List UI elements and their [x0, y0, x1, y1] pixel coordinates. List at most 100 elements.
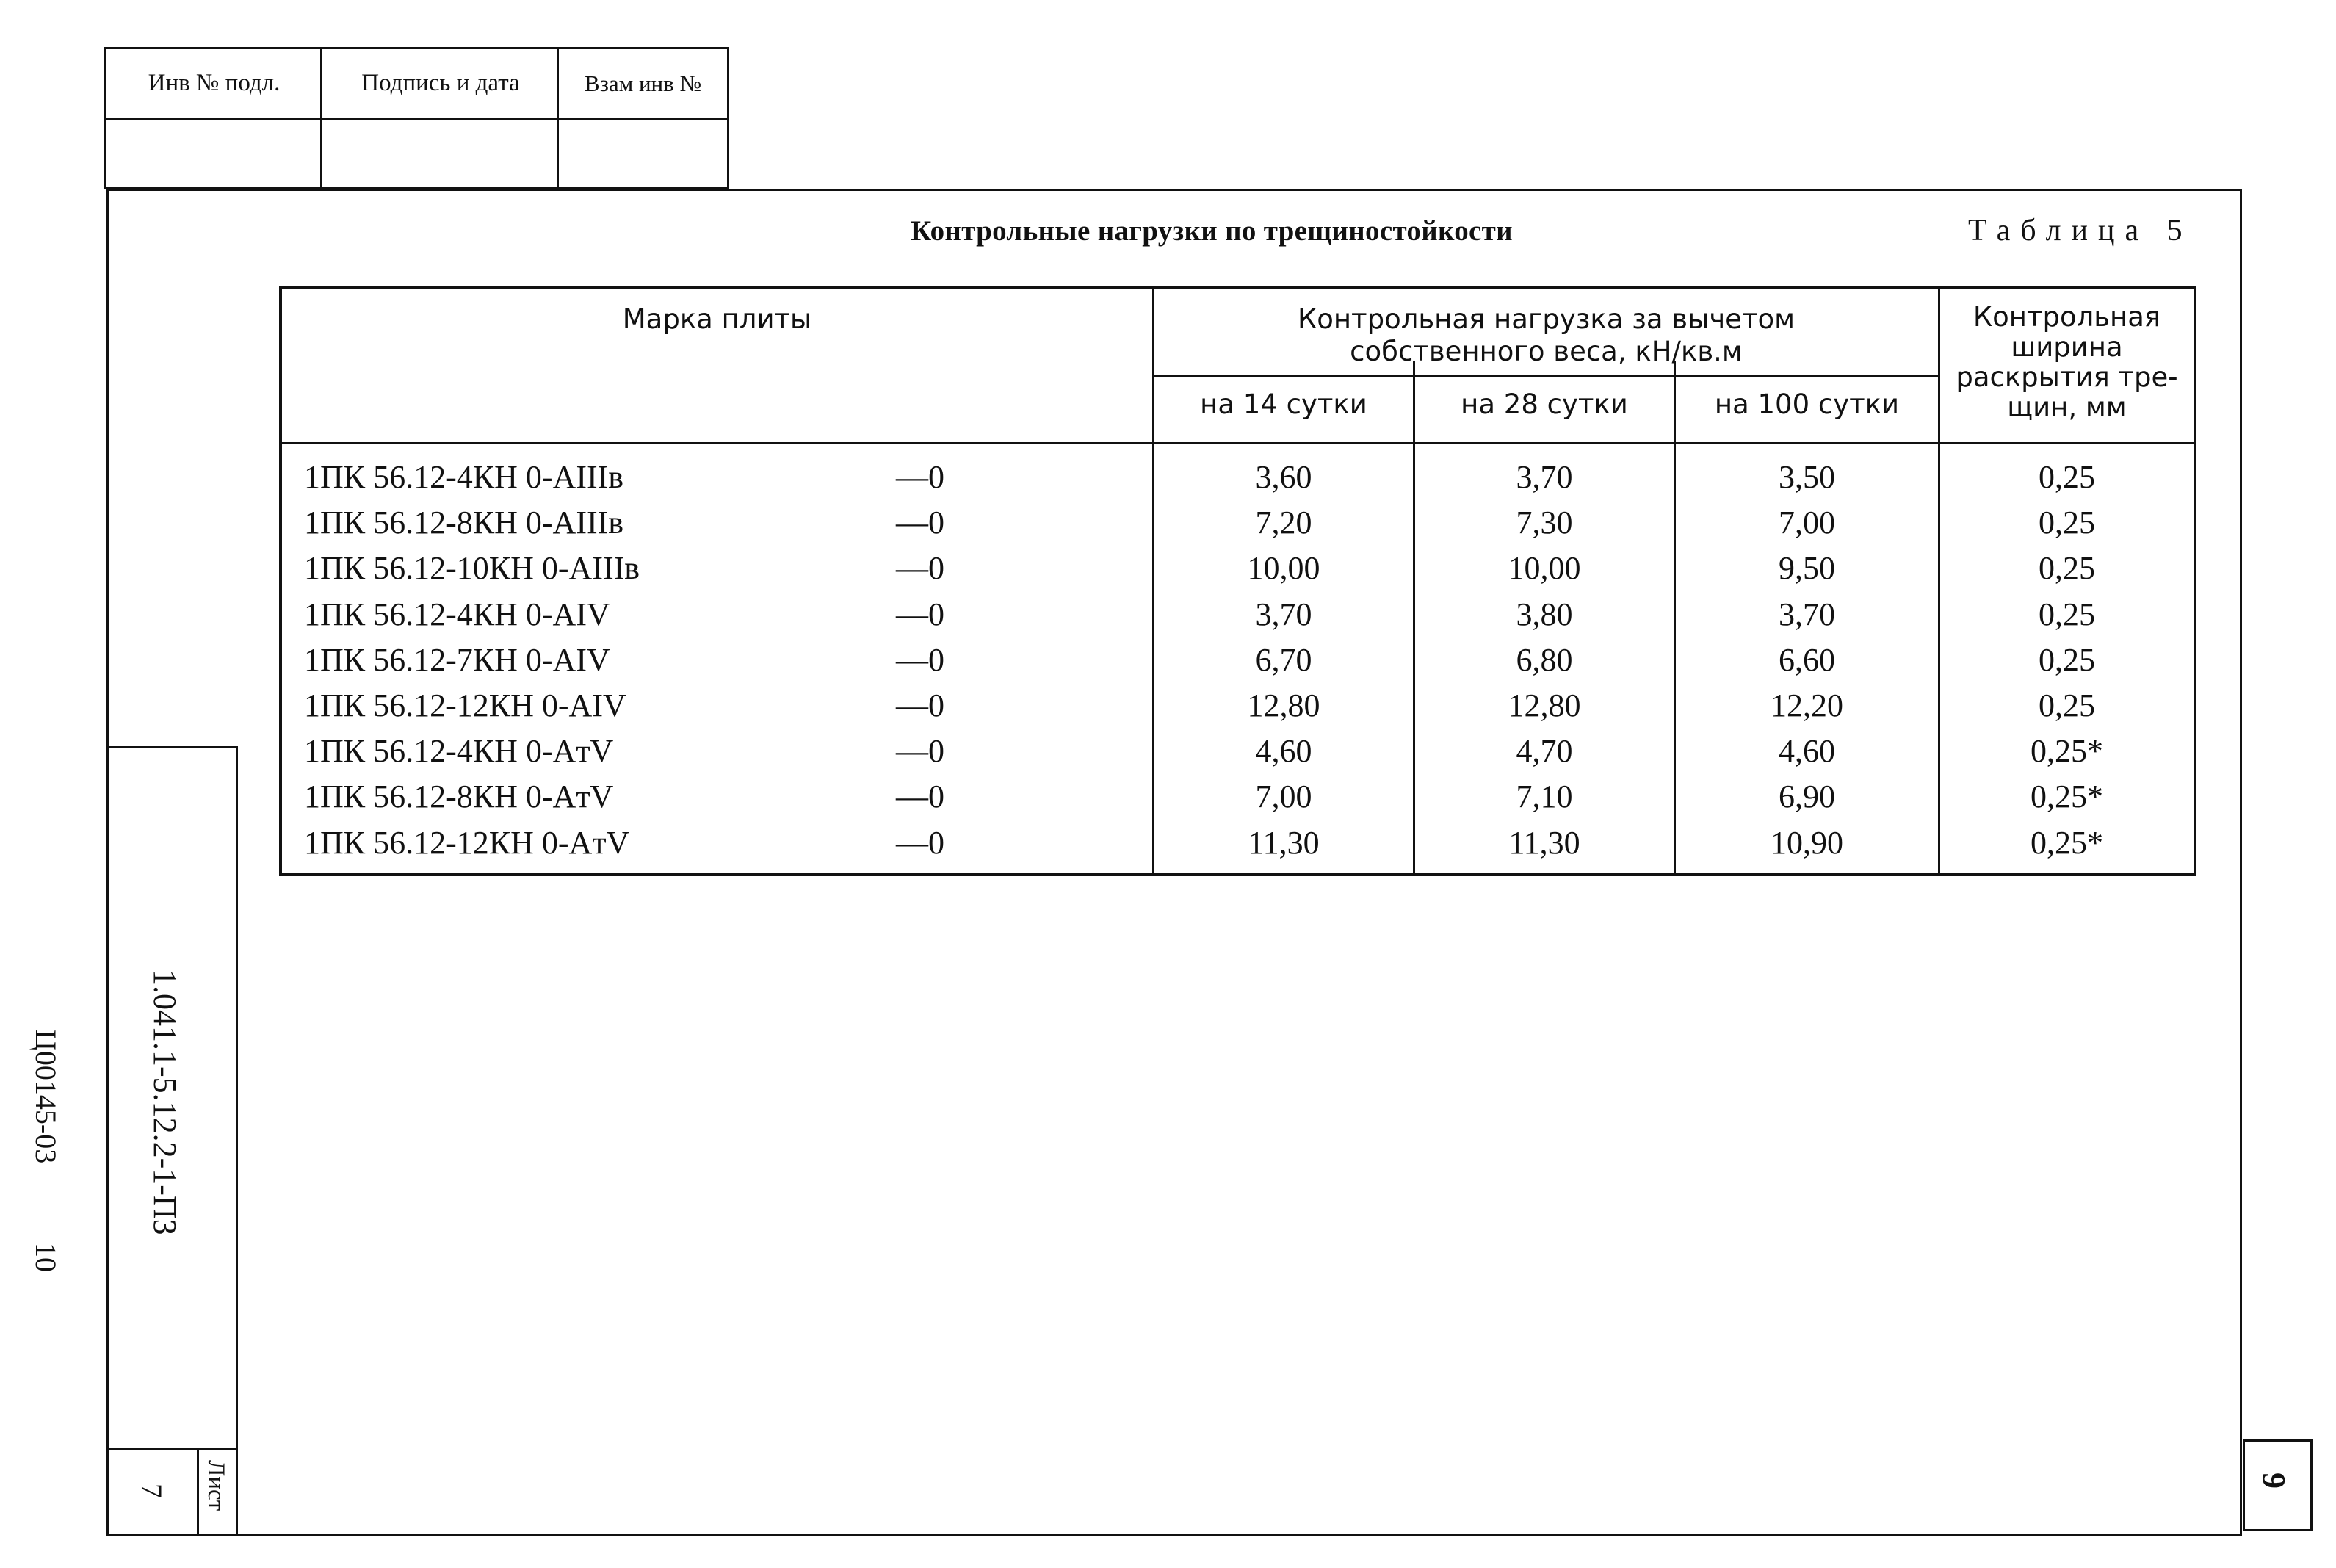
cell-width: 0,25	[2039, 505, 2095, 541]
archive-code: Ц00145-03	[29, 1030, 62, 1164]
cell-d14: 7,20	[1255, 505, 1312, 541]
header-load-line1: Контрольная нагрузка за вычетом	[1297, 303, 1796, 335]
cell-d100: 7,00	[1779, 505, 1835, 541]
cell-d14: 4,60	[1255, 733, 1312, 770]
table-divider	[1674, 361, 1676, 873]
stamp-divider	[320, 49, 322, 187]
sheet-number: 7	[135, 1484, 168, 1498]
table-divider	[1152, 375, 1939, 377]
document-code: 1.041.1-5.12.2-1-ПЗ	[147, 969, 183, 1235]
stamp-divider	[557, 49, 559, 187]
table-row: 1ПК 56.12-8КН 0-AтV —0 7,00 7,10 6,90 0,25*	[282, 774, 2194, 820]
cell-d28: 3,70	[1516, 459, 1573, 495]
slab-mark-suffix: —0	[896, 824, 944, 861]
slab-mark-suffix: —0	[896, 596, 944, 632]
table-divider	[282, 442, 2194, 444]
cell-d100: 12,20	[1771, 687, 1843, 723]
stamp-signature-label: Подпись и дата	[361, 70, 520, 96]
cell-d14: 12,80	[1247, 687, 1320, 723]
slab-mark-suffix: —0	[896, 505, 944, 541]
cell-width: 0,25	[2039, 687, 2095, 723]
cell-d100: 9,50	[1779, 550, 1835, 587]
cell-d14: 3,70	[1255, 596, 1312, 632]
slab-mark-suffix: —0	[896, 778, 944, 815]
header-mark: Марка плиты	[622, 303, 812, 335]
sheet-number-box	[106, 1448, 238, 1536]
cell-d28: 6,80	[1516, 641, 1573, 678]
table-row: 1ПК 56.12-8КН 0-AIIIв —0 7,20 7,30 7,00 0,25	[282, 500, 2194, 546]
slab-mark: 1ПК 56.12-4КН 0-AIV	[304, 596, 610, 632]
cell-d100: 10,90	[1771, 824, 1843, 861]
cell-width: 0,25*	[2031, 778, 2103, 815]
slab-mark-suffix: —0	[896, 550, 944, 587]
cell-d28: 7,30	[1516, 505, 1573, 541]
cell-d14: 11,30	[1248, 824, 1320, 861]
slab-mark: 1ПК 56.12-12КН 0-AтV	[304, 824, 630, 861]
cell-d28: 7,10	[1516, 778, 1573, 815]
slab-mark: 1ПК 56.12-7КН 0-AIV	[304, 641, 610, 678]
sheet-label: Лист	[203, 1460, 229, 1511]
cell-d14: 3,60	[1255, 459, 1312, 495]
side-title-block	[106, 746, 238, 1536]
cell-d100: 3,70	[1779, 596, 1835, 632]
cell-d14: 6,70	[1255, 641, 1312, 678]
table-row: 1ПК 56.12-10КН 0-AIIIв —0 10,00 10,00 9,50 0,…	[282, 546, 2194, 591]
cell-d14: 10,00	[1247, 550, 1320, 587]
header-load-line2: собственного веса, кН/кв.м	[1350, 336, 1743, 367]
cell-width: 0,25	[2039, 550, 2095, 587]
header-width-line4: щин, мм	[2007, 391, 2127, 423]
cell-d28: 4,70	[1516, 733, 1573, 770]
slab-mark: 1ПК 56.12-12КН 0-AIV	[304, 687, 626, 723]
table-divider	[1152, 289, 1154, 873]
cell-d100: 6,60	[1779, 641, 1835, 678]
slab-mark: 1ПК 56.12-8КН 0-AIIIв	[304, 505, 624, 541]
cell-d100: 6,90	[1779, 778, 1835, 815]
cell-d28: 11,30	[1508, 824, 1580, 861]
cell-d14: 7,00	[1255, 778, 1312, 815]
stamp-replace-label: Взам инв №	[584, 70, 702, 96]
header-crack-width: Контрольная ширина раскрытия тре- щин, м…	[1940, 302, 2194, 422]
header-100-days: на 100 сутки	[1714, 389, 1900, 420]
slab-mark: 1ПК 56.12-4КН 0-AтV	[304, 733, 614, 770]
page-title: Контрольные нагрузки по трещиностойкости	[911, 215, 1513, 247]
stamp-inv-label: Инв № подл.	[148, 70, 281, 96]
cell-width: 0,25*	[2031, 733, 2103, 770]
header-width-line1: Контрольная	[1972, 301, 2161, 333]
slab-mark: 1ПК 56.12-4КН 0-AIIIв	[304, 459, 624, 495]
page-number-box	[2243, 1439, 2313, 1531]
slab-mark-suffix: —0	[896, 687, 944, 723]
sheet-box-divider	[197, 1448, 199, 1536]
header-14-days: на 14 сутки	[1200, 389, 1367, 420]
header-width-line3: раскрытия тре-	[1956, 361, 2178, 393]
cell-d28: 3,80	[1516, 596, 1573, 632]
cell-d100: 3,50	[1779, 459, 1835, 495]
slab-mark: 1ПК 56.12-10КН 0-AIIIв	[304, 550, 640, 587]
slab-mark: 1ПК 56.12-8КН 0-AтV	[304, 778, 614, 815]
cell-width: 0,25	[2039, 459, 2095, 495]
table-row: 1ПК 56.12-7КН 0-AIV —0 6,70 6,80 6,60 0,25	[282, 637, 2194, 683]
slab-mark-suffix: —0	[896, 641, 944, 678]
header-28-days: на 28 сутки	[1461, 389, 1628, 420]
stamp-divider	[106, 118, 727, 120]
table-row: 1ПК 56.12-4КН 0-AтV —0 4,60 4,70 4,60 0,25*	[282, 729, 2194, 774]
approval-stamp: Инв № подл. Подпись и дата Взам инв №	[104, 47, 729, 189]
slab-mark-suffix: —0	[896, 733, 944, 770]
table-row: 1ПК 56.12-12КН 0-AтV —0 11,30 11,30 10,90 0,2…	[282, 820, 2194, 866]
control-loads-table: Марка плиты Контрольная нагрузка за выче…	[279, 286, 2196, 876]
cell-width: 0,25	[2039, 596, 2095, 632]
table-divider	[1938, 289, 1940, 873]
table-row: 1ПК 56.12-4КН 0-AIIIв —0 3,60 3,70 3,50 0,25	[282, 455, 2194, 500]
table-number-label: Таблица 5	[1968, 214, 2193, 248]
table-row: 1ПК 56.12-4КН 0-AIV —0 3,70 3,80 3,70 0,25	[282, 592, 2194, 637]
cell-width: 0,25*	[2031, 824, 2103, 861]
cell-d28: 12,80	[1508, 687, 1581, 723]
table-divider	[1413, 361, 1415, 873]
cell-width: 0,25	[2039, 641, 2095, 678]
header-width-line2: ширина	[2011, 331, 2123, 363]
header-load-group: Контрольная нагрузка за вычетом собствен…	[1154, 303, 1938, 368]
cell-d28: 10,00	[1508, 550, 1581, 587]
cell-d100: 4,60	[1779, 733, 1835, 770]
slab-mark-suffix: —0	[896, 459, 944, 495]
table-row: 1ПК 56.12-12КН 0-AIV —0 12,80 12,80 12,20 0,2…	[282, 683, 2194, 729]
page-number: 9	[2256, 1473, 2292, 1489]
